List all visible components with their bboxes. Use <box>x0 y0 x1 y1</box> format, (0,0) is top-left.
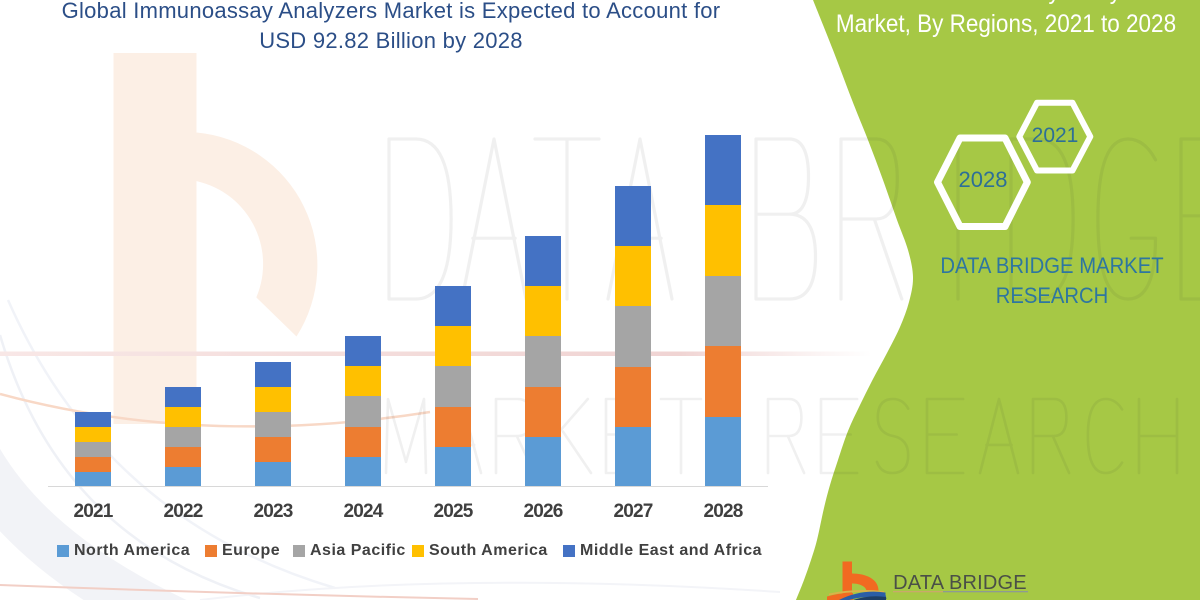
svg-text:DATA BRIDGE: DATA BRIDGE <box>893 572 1027 594</box>
